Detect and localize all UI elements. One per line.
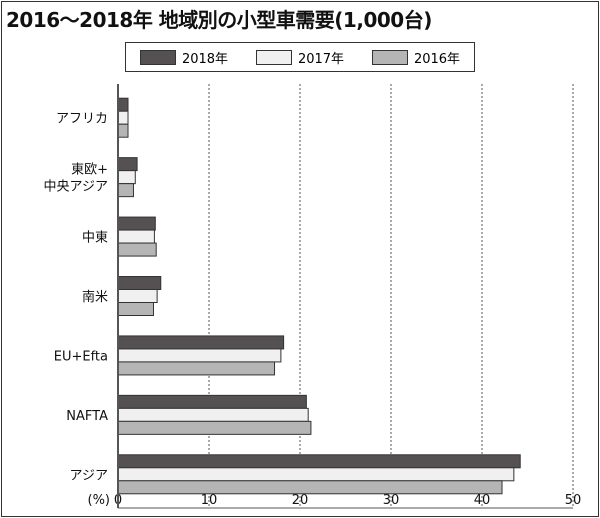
bar-2018年-2 (117, 216, 156, 231)
category-label: 東欧+ (71, 162, 108, 178)
bar-2016年-2 (117, 242, 157, 257)
legend-label: 2017年 (297, 51, 345, 67)
legend-swatch (255, 49, 292, 65)
x-axis-label: (%) (88, 493, 111, 508)
bar-2016年-6 (117, 480, 503, 495)
x-tick-label: 30 (383, 493, 400, 508)
x-tick-label: 50 (565, 493, 582, 508)
legend: 2018年 2017年 2016年 (125, 42, 475, 72)
bar-2018年-5 (117, 394, 307, 409)
legend-item-2017: 2017年 (255, 48, 345, 67)
category-label: アフリカ (56, 112, 108, 127)
bar-2017年-3 (117, 289, 158, 303)
x-tick-label: 20 (292, 493, 309, 508)
bar-2016年-0 (117, 123, 129, 138)
bar-2016年-1 (117, 183, 134, 198)
bar-2016年-5 (117, 420, 312, 435)
bar-2018年-4 (117, 335, 285, 350)
bar-2018年-1 (117, 157, 138, 172)
x-tick-label: 10 (201, 493, 218, 508)
category-label: EU+Efta (54, 349, 108, 364)
bar-2018年-6 (117, 454, 521, 469)
bar-2016年-3 (117, 302, 154, 316)
bar-2018年-0 (117, 97, 129, 112)
category-label: 中東 (82, 230, 108, 246)
category-label: 中央アジア (44, 180, 108, 195)
legend-swatch (139, 49, 176, 65)
bar-2017年-4 (117, 348, 282, 363)
legend-item-2018: 2018年 (139, 48, 229, 67)
bar-2018年-3 (117, 276, 162, 290)
bar-2017年-1 (117, 170, 136, 185)
bar-2017年-2 (117, 229, 155, 244)
legend-label: 2016年 (413, 51, 461, 67)
chart-title: 2016〜2018年 地域別の小型車需要(1,000台) (6, 8, 432, 32)
bar-2017年-5 (117, 407, 309, 422)
category-label: 南米 (82, 289, 108, 305)
category-label: NAFTA (66, 409, 108, 424)
bar-2016年-4 (117, 361, 276, 376)
x-tick-label: 40 (474, 493, 491, 508)
legend-label: 2018年 (181, 51, 229, 67)
category-label: アジア (70, 468, 108, 483)
bar-2017年-6 (117, 467, 515, 482)
legend-swatch (371, 49, 408, 65)
bar-2017年-0 (117, 110, 129, 125)
legend-item-2016: 2016年 (371, 48, 461, 67)
